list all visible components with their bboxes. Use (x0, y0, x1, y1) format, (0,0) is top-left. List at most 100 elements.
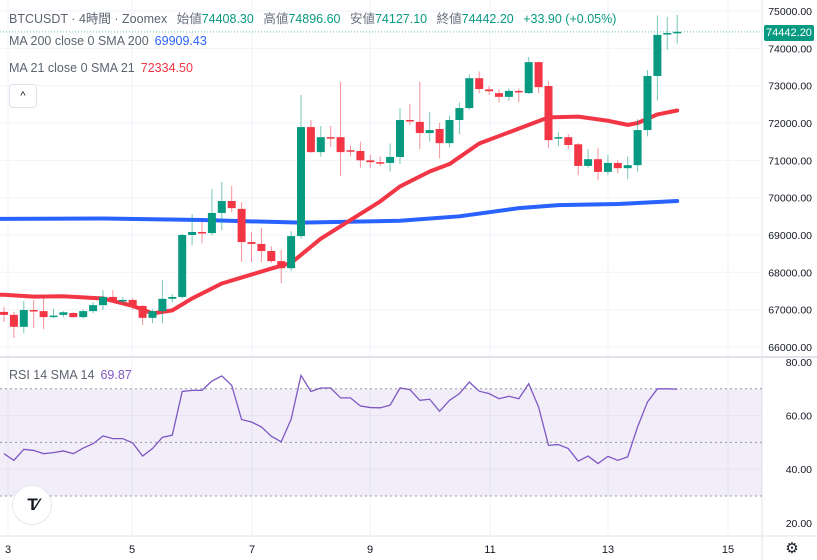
rsi-legend[interactable]: RSI 14 SMA 14 69.87 (9, 368, 132, 382)
candle-up (158, 298, 167, 312)
price-axis-tick: 70000.00 (768, 193, 812, 205)
separator: · (114, 12, 119, 26)
candle-up (148, 311, 157, 318)
interval[interactable]: 4時間 (78, 12, 111, 26)
candle-up (455, 108, 464, 121)
symbol-legend: BTCUSDT · 4時間 · Zoomex 始値74408.30 高値7489… (9, 8, 616, 27)
candle-up (89, 305, 98, 312)
candle-down (306, 127, 315, 153)
candle-up (643, 75, 652, 131)
price-axis-tick: 71000.00 (768, 155, 812, 167)
candle-down (574, 144, 583, 166)
price-axis-tick: 72000.00 (768, 118, 812, 130)
rsi-value: 69.87 (100, 368, 132, 382)
high-label: 高値 (263, 12, 289, 26)
candle-up (188, 231, 197, 235)
price-axis-tick: 69000.00 (768, 230, 812, 242)
candle-up (99, 296, 107, 306)
candle-down (405, 120, 414, 122)
ma21-label: MA 21 close 0 SMA 21 (9, 61, 135, 75)
chevron-up-icon: ^ (20, 90, 26, 102)
candle-up (663, 33, 672, 35)
symbol-name[interactable]: BTCUSDT (9, 12, 68, 26)
candle-up (425, 130, 434, 134)
rsi-label: RSI 14 SMA 14 (9, 368, 95, 382)
close-label: 終値 (436, 12, 462, 26)
candle-down (69, 312, 78, 318)
time-axis-tick: 7 (249, 544, 255, 556)
candle-down (564, 137, 573, 146)
ma21-legend[interactable]: MA 21 close 0 SMA 21 72334.50 (9, 61, 193, 75)
candle-down (237, 208, 246, 243)
separator: · (71, 12, 76, 26)
price-axis-tick: 68000.00 (768, 267, 812, 279)
candle-down (475, 78, 484, 90)
candle-down (138, 305, 147, 318)
candle-down (514, 90, 523, 93)
candle-up (603, 162, 612, 172)
price-axis-tick: 74000.00 (768, 43, 812, 55)
candle-up (297, 127, 305, 237)
candle-up (653, 34, 662, 76)
candle-down (356, 150, 365, 161)
candle-down (227, 201, 236, 209)
candle-down (257, 243, 266, 252)
candle-down (247, 242, 256, 244)
candle-down (346, 150, 355, 152)
candle-down (29, 310, 38, 312)
candle-up (316, 137, 325, 153)
candle-down (336, 137, 345, 153)
candle-up (504, 90, 513, 97)
candle-down (366, 160, 375, 163)
candle-down (435, 128, 444, 144)
ma200-legend[interactable]: MA 200 close 0 SMA 200 69909.43 (9, 34, 207, 48)
change-value: +33.90 (+0.05%) (523, 12, 617, 26)
gear-icon: ⚙ (785, 540, 799, 557)
ma200-line (0, 199, 680, 225)
candle-up (79, 311, 88, 318)
collapse-legend-button[interactable]: ^ (9, 84, 37, 108)
time-axis-tick: 13 (602, 544, 614, 556)
candle-up (118, 299, 127, 302)
settings-button[interactable]: ⚙ (783, 540, 801, 558)
candle-up (59, 312, 68, 315)
candle-up (178, 234, 187, 297)
logo-icon: T⁄ (27, 495, 38, 514)
candle-up (584, 159, 593, 166)
candle-down (198, 231, 206, 234)
open-label: 始値 (176, 12, 202, 26)
candle-down (9, 314, 18, 327)
candle-up (396, 120, 404, 157)
candle-up (168, 296, 177, 299)
candle-down (128, 299, 137, 306)
last-price-label: 74442.20 (764, 25, 814, 41)
candle-up (217, 201, 226, 213)
low-label: 安値 (349, 12, 375, 26)
rsi-axis-tick: 20.00 (786, 518, 812, 530)
time-axis-tick: 15 (722, 544, 734, 556)
price-axis-tick: 66000.00 (768, 342, 812, 354)
candle-up (623, 165, 632, 169)
candle-down (544, 86, 553, 141)
ma21-value: 72334.50 (140, 61, 193, 75)
open-value: 74408.30 (201, 12, 254, 26)
candle-down (495, 93, 503, 97)
time-axis-tick: 9 (367, 544, 373, 556)
tradingview-logo[interactable]: T⁄ (12, 485, 52, 525)
candle-down (485, 89, 494, 92)
time-axis-tick: 11 (484, 544, 495, 556)
time-axis-tick: 5 (129, 544, 135, 556)
candle-down (534, 62, 543, 88)
candle-up (524, 62, 533, 94)
price-axis-tick: 67000.00 (768, 305, 812, 317)
ma200-label: MA 200 close 0 SMA 200 (9, 34, 149, 48)
candle-down (277, 261, 286, 269)
candle-down (267, 251, 276, 262)
candle-down (613, 162, 622, 169)
candle-up (673, 31, 682, 34)
candle-up (207, 212, 216, 234)
candle-down (0, 311, 8, 315)
ma200-value: 69909.43 (154, 34, 207, 48)
candle-down (326, 137, 335, 139)
